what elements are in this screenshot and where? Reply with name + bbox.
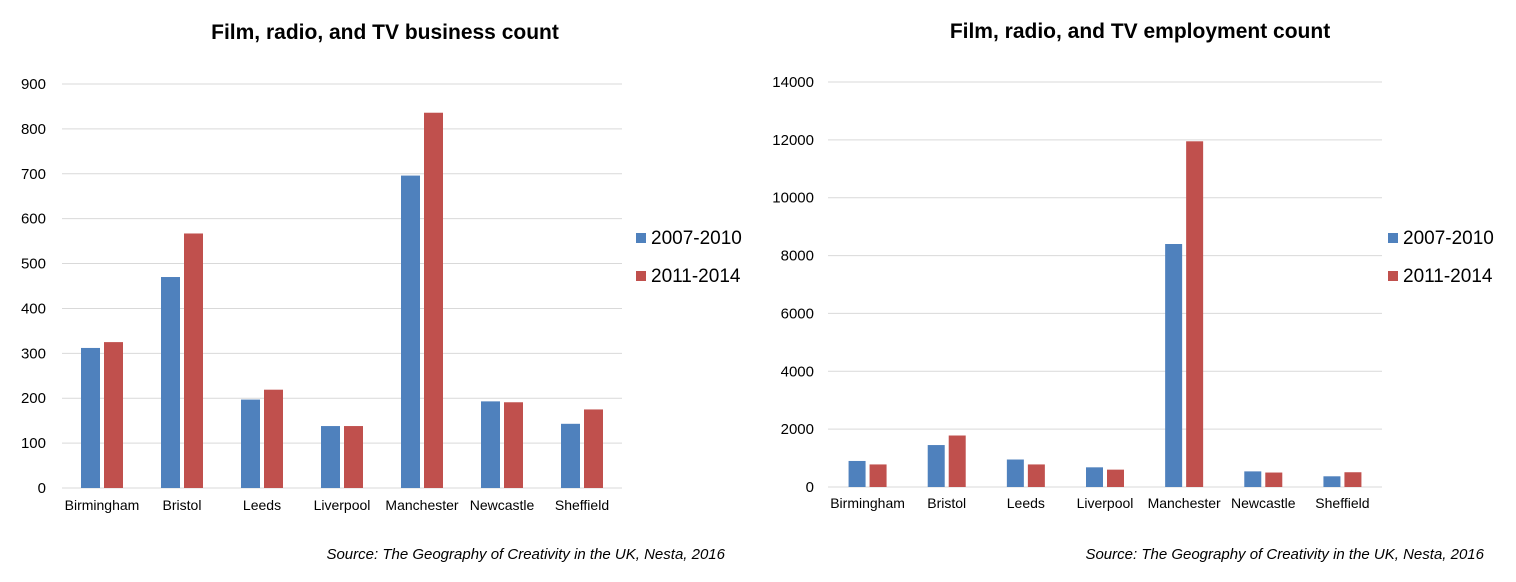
bar-2007-2010-Bristol [927,445,945,487]
employment-count-chart-svg: Film, radio, and TV employment count Sou… [772,20,1494,563]
x-tick-label: Sheffield [555,497,609,513]
chart-title: Film, radio, and TV business count [211,21,559,44]
y-tick-label: 400 [21,300,46,317]
bar-2007-2010-Newcastle [481,401,500,488]
y-tick-label: 2000 [781,421,814,438]
x-tick-label: Liverpool [1077,495,1134,511]
legend-label: 2011-2014 [1403,266,1493,287]
y-tick-label: 700 [21,166,46,183]
y-tick-label: 14000 [772,74,814,91]
bar-2011-2014-Liverpool [1107,469,1124,487]
y-tick-label: 8000 [781,248,814,265]
bar-2007-2010-Sheffield [561,423,580,488]
bar-2007-2010-Bristol [161,277,180,488]
bar-2011-2014-Newcastle [504,402,523,488]
y-tick-label: 600 [21,211,46,228]
legend-swatch [1388,233,1398,243]
bar-2011-2014-Newcastle [1265,472,1283,487]
x-tick-label: Birmingham [65,497,140,513]
y-tick-label: 300 [21,345,46,362]
y-tick-label: 0 [806,479,814,496]
y-tick-label: 900 [21,76,46,93]
chart-source: Source: The Geography of Creativity in t… [1085,546,1484,563]
chart-source: Source: The Geography of Creativity in t… [326,546,725,563]
x-tick-label: Newcastle [1231,495,1296,511]
bar-2007-2010-Birmingham [81,347,100,488]
x-tick-label: Leeds [1007,495,1045,511]
x-tick-label: Bristol [927,495,966,511]
bar-2011-2014-Bristol [184,233,203,488]
legend-label: 2011-2014 [651,266,741,287]
bar-2007-2010-Manchester [1165,244,1183,487]
bar-2007-2010-Sheffield [1323,476,1341,487]
x-tick-label: Bristol [163,497,202,513]
bar-2011-2014-Manchester [1186,141,1204,487]
bar-2007-2010-Liverpool [321,426,340,488]
x-tick-label: Liverpool [314,497,371,513]
bar-2011-2014-Bristol [948,435,966,487]
bar-2007-2010-Newcastle [1244,471,1262,487]
legend-swatch [636,271,646,281]
business-count-chart-svg: Film, radio, and TV business count Sourc… [21,21,742,563]
x-tick-label: Manchester [385,497,458,513]
bar-2007-2010-Leeds [241,399,260,488]
legend-swatch [636,233,646,243]
chart-title: Film, radio, and TV employment count [950,20,1330,43]
bar-2007-2010-Birmingham [848,460,866,487]
y-tick-label: 4000 [781,363,814,380]
bar-2007-2010-Manchester [401,175,420,488]
bar-2011-2014-Leeds [264,389,283,488]
bar-2011-2014-Birmingham [869,464,887,487]
bar-2011-2014-Liverpool [344,426,363,488]
legend-label: 2007-2010 [1403,228,1494,249]
y-tick-label: 200 [21,390,46,407]
x-tick-label: Sheffield [1315,495,1369,511]
bar-2011-2014-Birmingham [104,342,123,488]
bar-2011-2014-Manchester [424,112,443,489]
bar-2007-2010-Leeds [1006,459,1024,487]
x-tick-label: Birmingham [830,495,905,511]
bar-2011-2014-Sheffield [584,409,603,488]
legend-swatch [1388,271,1398,281]
y-tick-label: 12000 [772,132,814,149]
x-tick-label: Newcastle [470,497,535,513]
legend-label: 2007-2010 [651,228,742,249]
x-tick-label: Leeds [243,497,281,513]
y-tick-label: 10000 [772,190,814,207]
y-tick-label: 100 [21,435,46,452]
y-tick-label: 0 [38,480,46,497]
y-tick-label: 6000 [781,305,814,322]
y-tick-label: 800 [21,121,46,138]
bar-2011-2014-Leeds [1027,464,1045,487]
x-tick-label: Manchester [1148,495,1221,511]
bar-2011-2014-Sheffield [1344,472,1362,487]
bar-2007-2010-Liverpool [1086,467,1103,487]
y-tick-label: 500 [21,256,46,273]
employment-count-chart: Film, radio, and TV employment count Sou… [758,0,1516,582]
business-count-chart: Film, radio, and TV business count Sourc… [21,21,742,563]
